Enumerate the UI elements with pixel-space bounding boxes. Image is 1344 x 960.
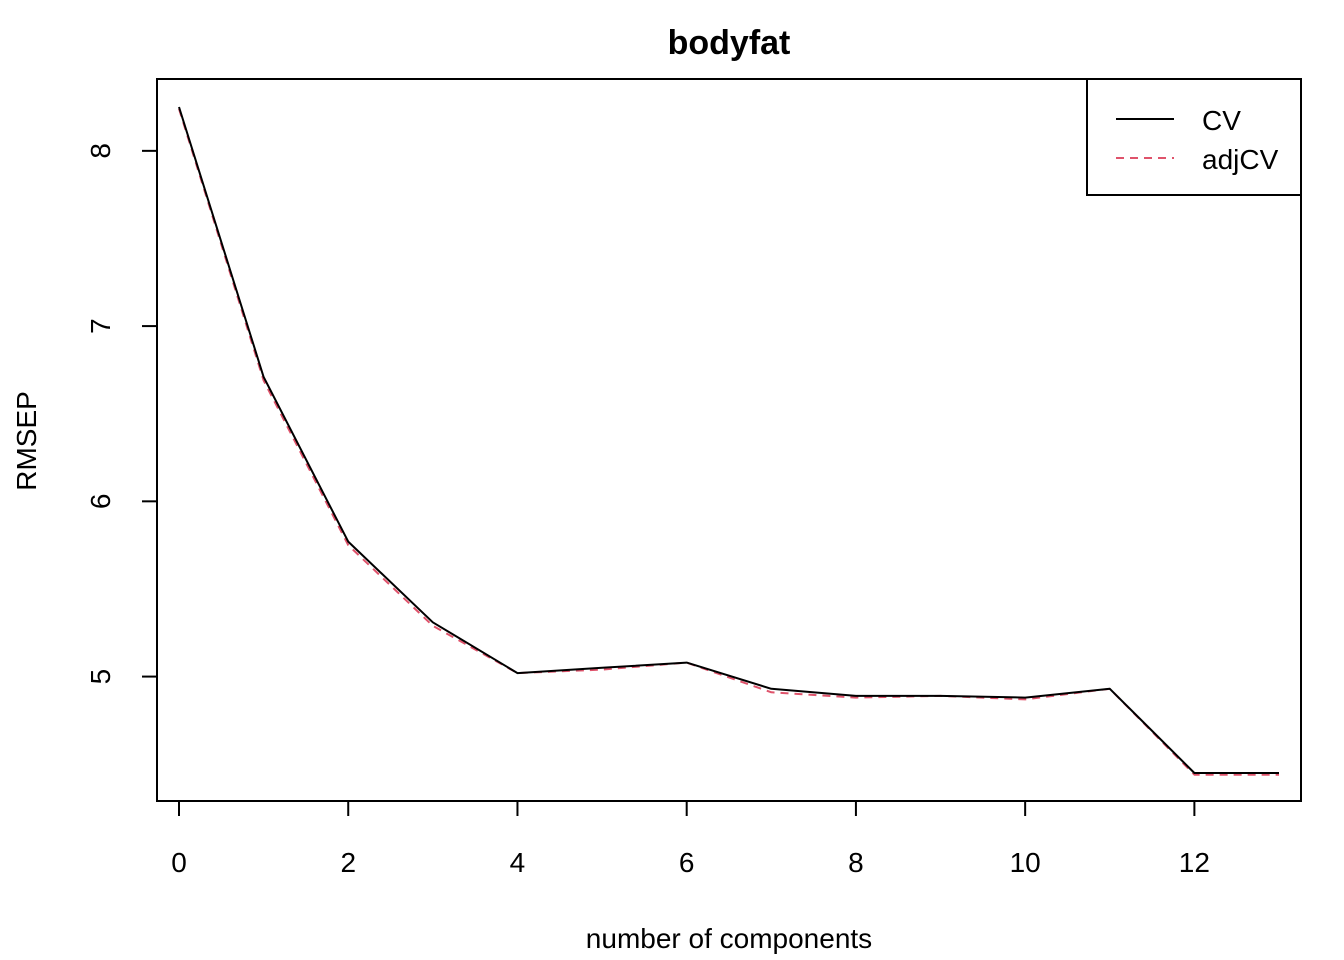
y-tick-label: 8 [85,143,116,159]
chart-title: bodyfat [668,24,791,62]
y-axis-label: RMSEP [11,391,42,491]
x-tick-label: 6 [679,847,695,878]
y-tick-label: 5 [85,669,116,685]
x-tick-label: 2 [340,847,356,878]
x-tick-label: 12 [1179,847,1210,878]
x-tick-label: 4 [510,847,526,878]
x-axis: 0 2 4 6 8 10 12 [171,800,1210,878]
series-line-cv [178,106,1279,774]
x-tick-label: 10 [1010,847,1041,878]
x-axis-label: number of components [586,923,872,954]
y-tick-label: 6 [85,494,116,510]
series-layer [178,106,1279,776]
x-tick-label: 8 [848,847,864,878]
legend-label-adjcv: adjCV [1202,144,1279,175]
y-tick-label: 7 [85,318,116,334]
x-tick-label: 0 [171,847,187,878]
legend-box [1086,78,1302,196]
y-axis: 5 6 7 8 [85,143,158,685]
legend: CV adjCV [1086,78,1302,196]
legend-label-cv: CV [1202,105,1241,136]
